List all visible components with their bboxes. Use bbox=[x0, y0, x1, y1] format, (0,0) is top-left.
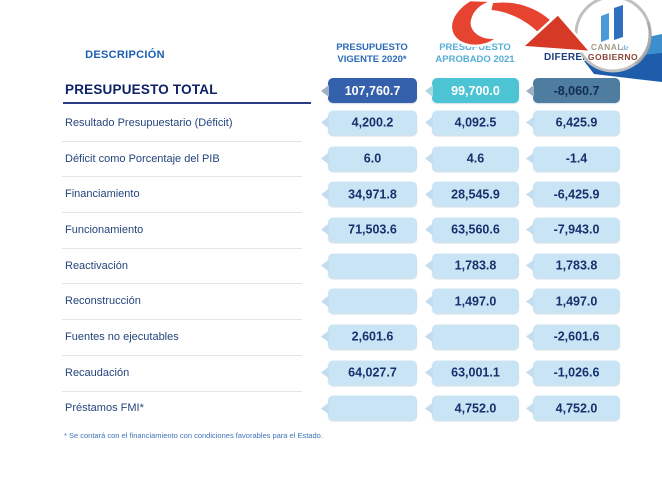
header-diferencia: DIFERENCIA bbox=[543, 52, 609, 63]
aprobado-pill: 1,783.8 bbox=[432, 253, 519, 279]
table-row: Financiamiento 34,971.8 28,545.9 -6,425.… bbox=[0, 176, 662, 212]
aprobado-pill: 4,752.0 bbox=[432, 395, 519, 421]
header-presupuesto-vigente-line2: VIGENTE 2020* bbox=[337, 54, 407, 66]
vigente-pill bbox=[328, 253, 417, 279]
diferencia-pill: 4,752.0 bbox=[533, 395, 620, 421]
vigente-pill: 34,971.8 bbox=[328, 181, 417, 207]
canal-bars-icon bbox=[614, 5, 623, 40]
table-body: Resultado Presupuestario (Déficit) 4,200… bbox=[0, 105, 662, 426]
vigente-pill: 6.0 bbox=[328, 146, 417, 172]
diferencia-pill: -2,601.6 bbox=[533, 324, 620, 350]
canal-bars-icon bbox=[601, 13, 609, 42]
row-label: Reconstrucción bbox=[65, 295, 141, 308]
aprobado-pill: 4,092.5 bbox=[432, 110, 519, 136]
logo-circle-shade bbox=[635, 21, 652, 66]
total-row-label: PRESUPUESTO TOTAL bbox=[65, 82, 218, 97]
table-row: Resultado Presupuestario (Déficit) 4,200… bbox=[0, 105, 662, 141]
row-label: Funcionamiento bbox=[65, 223, 144, 236]
aprobado-pill: 1,497.0 bbox=[432, 288, 519, 314]
row-label: Resultado Presupuestario (Déficit) bbox=[65, 116, 233, 129]
total-diferencia-pill: -8,060.7 bbox=[533, 78, 620, 103]
aprobado-pill bbox=[432, 324, 519, 350]
diferencia-pill: 6,425.9 bbox=[533, 110, 620, 136]
vigente-pill: 2,601.6 bbox=[328, 324, 417, 350]
header-presupuesto-vigente: PRESUPUESTO VIGENTE 2020* bbox=[319, 42, 425, 67]
total-aprobado-pill: 99,700.0 bbox=[432, 78, 519, 103]
header-presupuesto-aprobado-line2: APROBADO 2021 bbox=[435, 54, 515, 66]
total-row-underline bbox=[63, 102, 311, 104]
table-row: Reactivación 1,783.8 1,783.8 bbox=[0, 247, 662, 284]
table-row: Préstamos FMI* 4,752.0 4,752.0 bbox=[0, 390, 662, 427]
aprobado-pill: 28,545.9 bbox=[432, 181, 519, 207]
table-row: Déficit como Porcentaje del PIB 6.0 4.6 … bbox=[0, 140, 662, 177]
row-label: Fuentes no ejecutables bbox=[65, 330, 179, 343]
table-row: Funcionamiento 71,503.6 63,560.6 -7,943.… bbox=[0, 212, 662, 248]
header-descripcion: DESCRIPCIÓN bbox=[85, 49, 165, 61]
diferencia-pill: 1,783.8 bbox=[533, 253, 620, 279]
aprobado-pill: 4.6 bbox=[432, 146, 519, 172]
footnote: * Se contará con el financiamiento con c… bbox=[64, 431, 323, 440]
vigente-pill: 64,027.7 bbox=[328, 360, 417, 386]
table-row: Fuentes no ejecutables 2,601.6 -2,601.6 bbox=[0, 319, 662, 355]
vigente-pill bbox=[328, 395, 417, 421]
vigente-pill: 4,200.2 bbox=[328, 110, 417, 136]
row-label: Reactivación bbox=[65, 259, 128, 272]
header-presupuesto-aprobado: PRESUPUESTO APROBADO 2021 bbox=[422, 42, 528, 67]
vigente-pill bbox=[328, 288, 417, 314]
aprobado-pill: 63,001.1 bbox=[432, 360, 519, 386]
diferencia-pill: -1.4 bbox=[533, 146, 620, 172]
row-label: Financiamiento bbox=[65, 188, 140, 201]
row-label: Déficit como Porcentaje del PIB bbox=[65, 152, 220, 165]
row-label: Recaudación bbox=[65, 366, 130, 379]
total-vigente-pill: 107,760.7 bbox=[328, 78, 417, 103]
row-label: Préstamos FMI* bbox=[65, 402, 144, 415]
diferencia-pill: 1,497.0 bbox=[533, 288, 620, 314]
table-row: Recaudación 64,027.7 63,001.1 -1,026.6 bbox=[0, 354, 662, 391]
diferencia-pill: -1,026.6 bbox=[533, 360, 620, 386]
diferencia-pill: -6,425.9 bbox=[533, 181, 620, 207]
aprobado-pill: 63,560.6 bbox=[432, 217, 519, 243]
header-presupuesto-vigente-line1: PRESUPUESTO bbox=[336, 42, 408, 53]
vigente-pill: 71,503.6 bbox=[328, 217, 417, 243]
header-presupuesto-aprobado-line1: PRESUPUESTO bbox=[439, 42, 511, 53]
diferencia-pill: -7,943.0 bbox=[533, 217, 620, 243]
table-row: Reconstrucción 1,497.0 1,497.0 bbox=[0, 283, 662, 319]
